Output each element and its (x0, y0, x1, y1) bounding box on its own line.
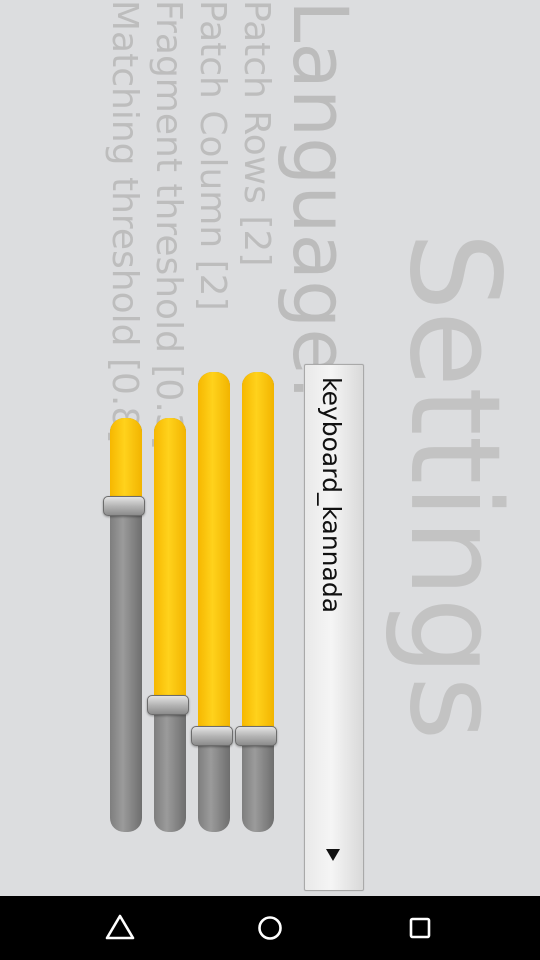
language-spinner-value: keyboard_kannada (317, 377, 346, 614)
dropdown-arrow-icon (326, 849, 340, 861)
back-triangle-icon (105, 914, 135, 940)
patch-column-label: Patch Column [2] (192, 0, 233, 311)
recents-button[interactable] (402, 910, 438, 946)
slider-fill (198, 372, 230, 736)
patch-column-slider[interactable] (191, 372, 233, 832)
recents-square-icon (409, 917, 431, 939)
language-spinner[interactable]: keyboard_kannada (304, 364, 364, 891)
navigation-bar (0, 896, 540, 960)
matching-threshold-slider[interactable] (103, 418, 145, 832)
patch-rows-slider[interactable] (235, 372, 277, 832)
home-button[interactable] (252, 910, 288, 946)
slider-fill (242, 372, 274, 736)
slider-fill (110, 418, 142, 505)
slider-thumb[interactable] (235, 726, 277, 747)
page-title: Settings (382, 232, 526, 741)
patch-rows-label: Patch Rows [2] (236, 0, 277, 267)
slider-fill (154, 418, 186, 704)
language-label: Language: (276, 0, 365, 401)
home-circle-icon (258, 916, 282, 940)
fragment-threshold-label: Fragment threshold [0.3] (148, 0, 189, 450)
slider-thumb[interactable] (191, 726, 233, 747)
matching-threshold-label: Matching threshold [0.8] (104, 0, 145, 444)
slider-thumb[interactable] (147, 694, 189, 715)
settings-screen: Settings Language: keyboard_kannada Patc… (103, 0, 526, 891)
back-button[interactable] (102, 910, 138, 946)
fragment-threshold-slider[interactable] (147, 418, 189, 832)
slider-thumb[interactable] (103, 495, 145, 516)
